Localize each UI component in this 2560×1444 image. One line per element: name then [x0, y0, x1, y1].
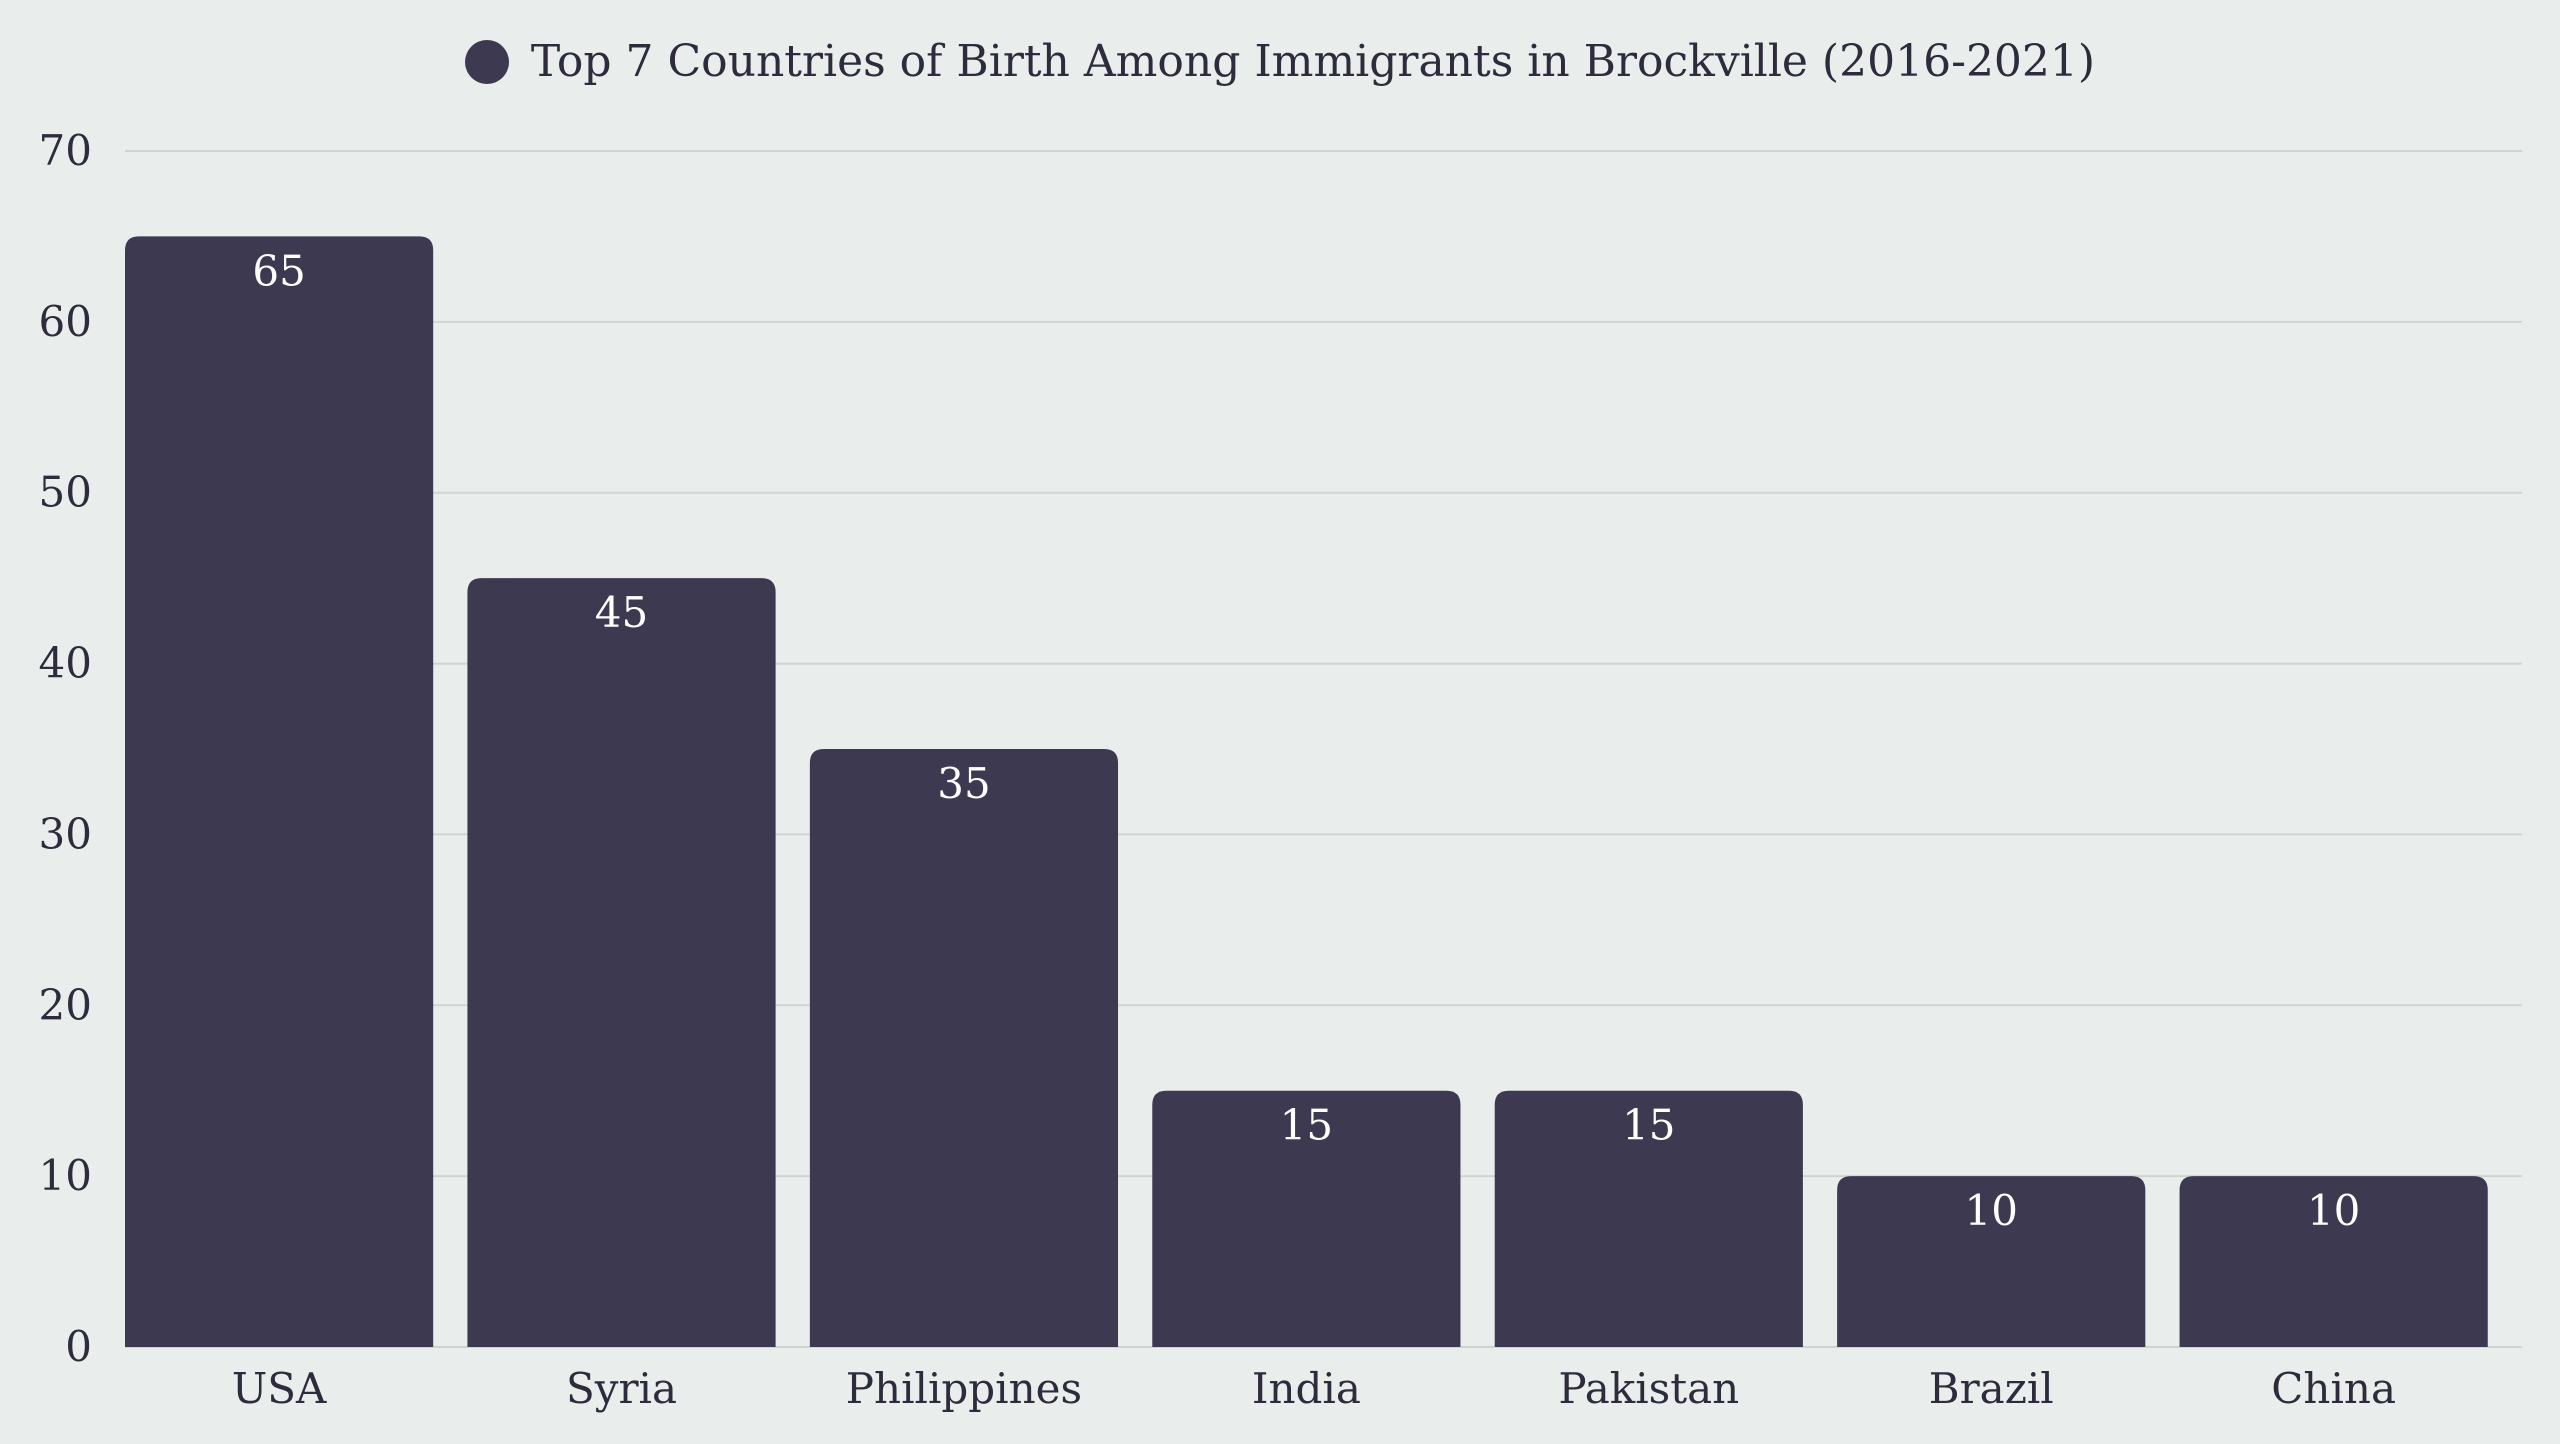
- bar-value-label: 15: [1280, 1101, 1333, 1150]
- y-tick-label: 70: [39, 126, 92, 175]
- x-tick-label: Pakistan: [1558, 1364, 1739, 1413]
- bar-value-label: 15: [1622, 1101, 1675, 1150]
- x-axis-ticks: USA Syria Philippines India Pakistan Brazil Ch…: [232, 1364, 2396, 1413]
- x-tick-label: Brazil: [1929, 1364, 2054, 1413]
- bar-value-label: 10: [1965, 1186, 2018, 1235]
- bar-pakistan: [1494, 1090, 1803, 1347]
- bar-philippines: [809, 749, 1119, 1347]
- bar-value-labels: 65 45 35 15 15 10 10: [252, 246, 2360, 1235]
- x-tick-label: USA: [232, 1364, 327, 1413]
- bars: [125, 236, 2488, 1347]
- bar-usa: [125, 236, 434, 1347]
- bar-value-label: 45: [595, 588, 648, 637]
- x-tick-label: Philippines: [846, 1364, 1082, 1413]
- legend-label: Top 7 Countries of Birth Among Immigrant…: [530, 36, 2096, 87]
- y-tick-label: 30: [39, 809, 92, 858]
- bar-india: [1152, 1090, 1461, 1347]
- y-tick-label: 40: [39, 639, 92, 688]
- y-tick-label: 10: [39, 1151, 92, 1200]
- bar-value-label: 35: [937, 759, 990, 808]
- y-tick-label: 50: [39, 468, 92, 517]
- y-tick-label: 0: [65, 1322, 92, 1371]
- bar-brazil: [1837, 1176, 2146, 1347]
- y-axis-ticks: 0 10 20 30 40 50 60 70: [39, 126, 92, 1371]
- bar-value-label: 10: [2307, 1186, 2360, 1235]
- bar-syria: [467, 578, 776, 1347]
- y-tick-label: 60: [39, 297, 92, 346]
- x-tick-label: India: [1252, 1364, 1361, 1413]
- bar-china: [2179, 1176, 2488, 1347]
- x-tick-label: China: [2271, 1364, 2396, 1413]
- legend-swatch: [464, 39, 509, 84]
- x-tick-label: Syria: [566, 1364, 677, 1413]
- legend: Top 7 Countries of Birth Among Immigrant…: [0, 36, 2560, 87]
- y-tick-label: 20: [39, 980, 92, 1029]
- bar-value-label: 65: [252, 246, 305, 295]
